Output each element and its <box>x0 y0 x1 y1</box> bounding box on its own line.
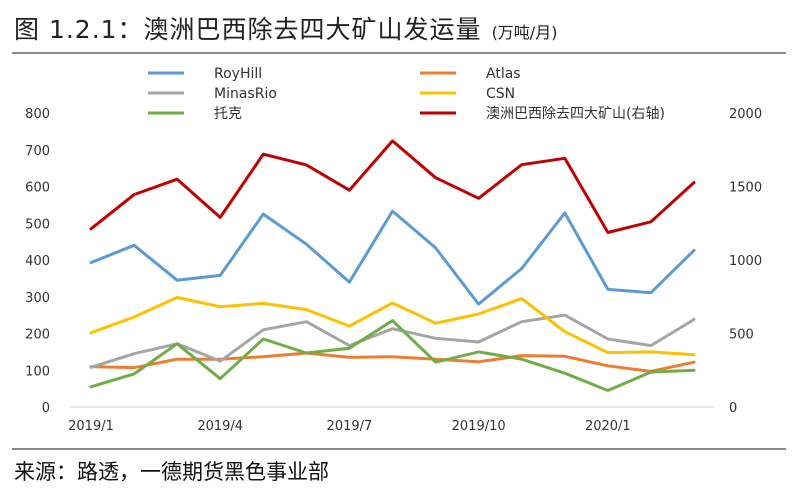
x-tick-label: 2019/1 <box>68 419 114 434</box>
y-right-tick-label: 1500 <box>729 181 762 196</box>
unit-label: (万吨/月) <box>491 23 558 42</box>
y-right-tick-label: 1000 <box>729 254 762 269</box>
legend-label: 托克 <box>214 106 242 122</box>
series-line-csn <box>89 296 696 357</box>
y-right-tick-label: 500 <box>729 328 754 343</box>
legend-label: Atlas <box>486 66 521 82</box>
y-left-tick-label: 0 <box>42 401 50 416</box>
legend-label: RoyHill <box>214 66 262 82</box>
top-divider <box>12 52 786 54</box>
x-tick-label: 2019/4 <box>197 419 243 434</box>
y-left-tick-label: 800 <box>25 107 50 122</box>
source-note: 来源：路透，一德期货黑色事业部 <box>14 460 329 484</box>
y-left-tick-label: 200 <box>25 328 50 343</box>
series-line- <box>89 319 696 392</box>
series-line-atlas <box>89 351 696 373</box>
series-line-royhill <box>89 209 696 306</box>
y-left-tick-label: 100 <box>25 364 50 379</box>
x-tick-label: 2020/1 <box>585 419 631 434</box>
series-line-minasrio <box>89 313 696 369</box>
bottom-divider <box>12 448 786 450</box>
y-right-tick-label: 2000 <box>729 107 762 122</box>
chart-title: 图 1.2.1：澳洲巴西除去四大矿山发运量 <box>14 15 482 44</box>
x-tick-label: 2019/7 <box>327 419 373 434</box>
series-line- <box>89 139 696 234</box>
y-left-tick-label: 400 <box>25 254 50 269</box>
legend-label: 澳洲巴西除去四大矿山(右轴) <box>486 106 665 122</box>
y-left-tick-label: 600 <box>25 181 50 196</box>
legend-label: MinasRio <box>214 86 277 102</box>
title-row: 图 1.2.1：澳洲巴西除去四大矿山发运量 (万吨/月) <box>14 10 557 50</box>
line-chart: 0 100 200 300 400 500 600 700 800 0 500 1000 1500 200… <box>25 66 762 434</box>
legend-label: CSN <box>486 86 515 102</box>
y-left-tick-label: 300 <box>25 291 50 306</box>
y-left-tick-label: 700 <box>25 144 50 159</box>
y-left-tick-label: 500 <box>25 217 50 232</box>
y-right-tick-label: 0 <box>729 401 737 416</box>
x-tick-label: 2019/10 <box>452 419 506 434</box>
